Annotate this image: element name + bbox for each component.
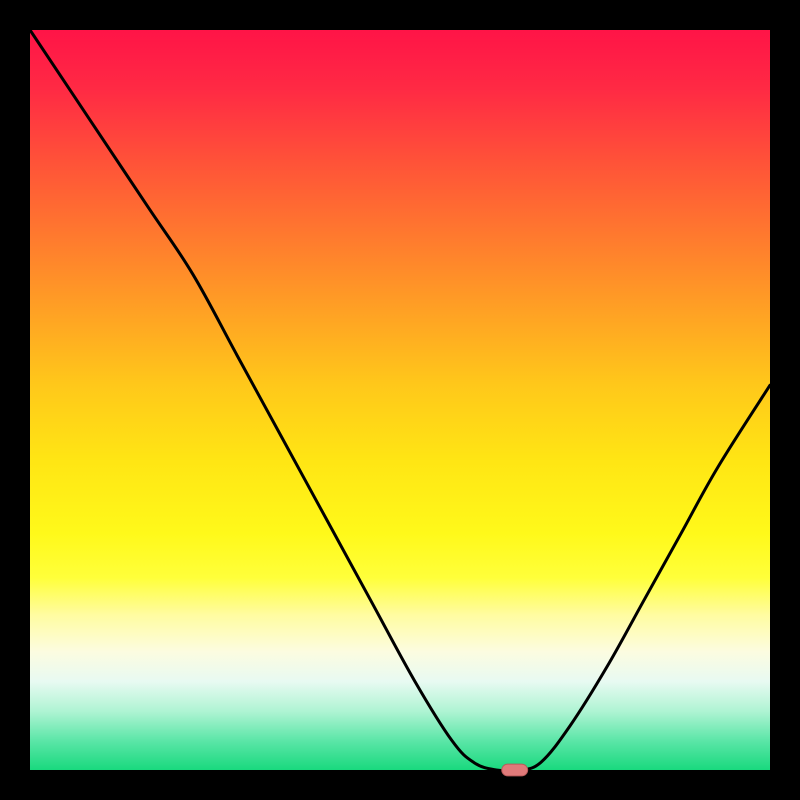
gradient-background bbox=[30, 30, 770, 770]
optimal-marker bbox=[502, 764, 528, 776]
bottleneck-chart: TheBottleneck.com bbox=[0, 0, 800, 800]
chart-svg bbox=[0, 0, 800, 800]
